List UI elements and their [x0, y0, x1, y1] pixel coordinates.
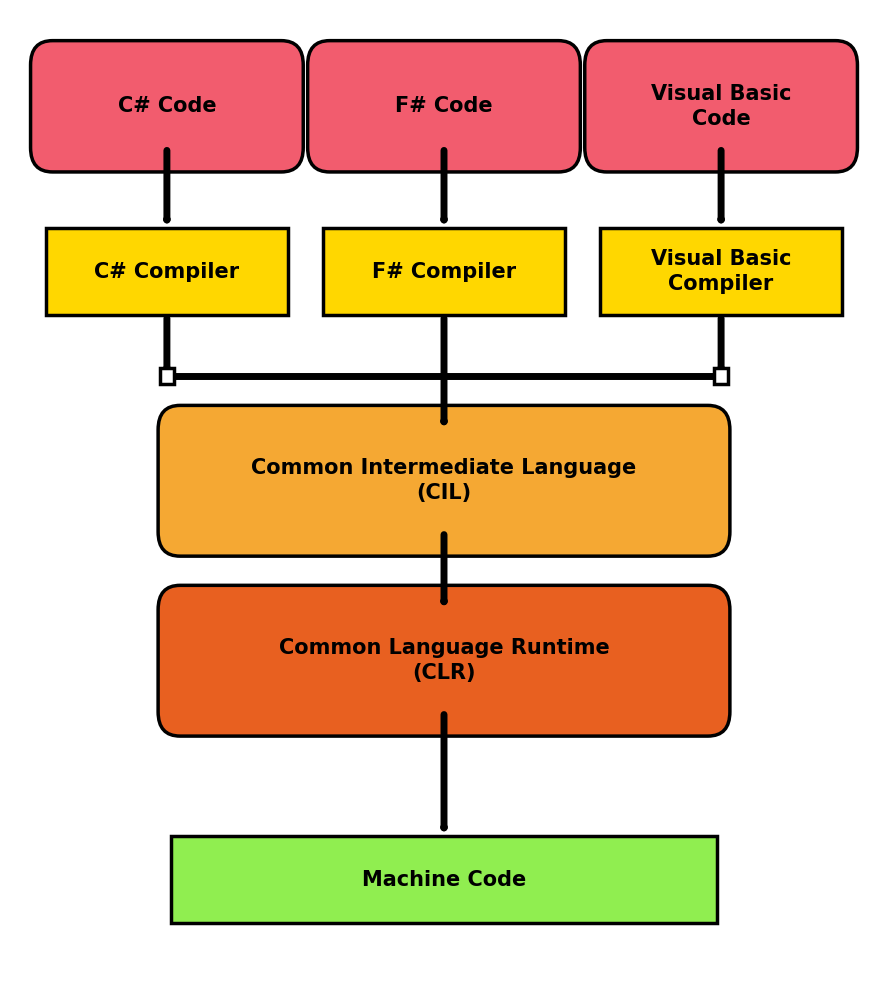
Bar	[714, 368, 728, 384]
FancyBboxPatch shape	[323, 228, 565, 316]
Text: F# Code: F# Code	[395, 96, 493, 117]
FancyBboxPatch shape	[171, 836, 717, 923]
FancyBboxPatch shape	[307, 40, 581, 172]
Text: C# Compiler: C# Compiler	[94, 262, 240, 282]
FancyBboxPatch shape	[158, 586, 730, 736]
FancyBboxPatch shape	[30, 40, 304, 172]
Bar	[160, 368, 174, 384]
FancyBboxPatch shape	[600, 228, 842, 316]
Text: Visual Basic
Compiler: Visual Basic Compiler	[651, 249, 791, 294]
Text: Machine Code: Machine Code	[362, 869, 526, 890]
Text: Visual Basic
Code: Visual Basic Code	[651, 84, 791, 129]
Text: C# Code: C# Code	[117, 96, 216, 117]
Text: F# Compiler: F# Compiler	[372, 262, 516, 282]
Text: Common Intermediate Language
(CIL): Common Intermediate Language (CIL)	[251, 458, 637, 503]
Text: Common Language Runtime
(CLR): Common Language Runtime (CLR)	[279, 639, 609, 683]
FancyBboxPatch shape	[584, 40, 858, 172]
FancyBboxPatch shape	[158, 405, 730, 556]
FancyBboxPatch shape	[46, 228, 288, 316]
